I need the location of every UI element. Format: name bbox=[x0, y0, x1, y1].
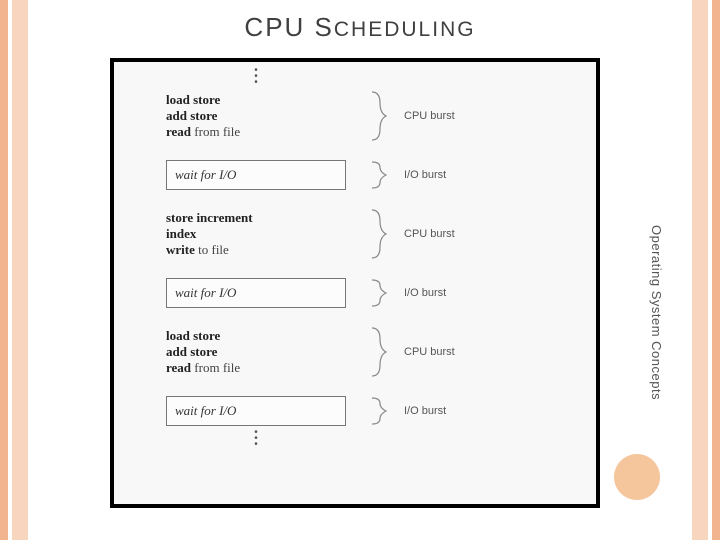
code-block: load storeadd storeread from file bbox=[166, 328, 346, 377]
cpu-burst-label: CPU burst bbox=[404, 346, 455, 358]
code-line: add store bbox=[166, 108, 346, 124]
code-row: load storeadd storeread from file CPU bu… bbox=[166, 90, 596, 142]
code-block: store incrementindexwrite to file bbox=[166, 210, 346, 259]
code-keyword: add store bbox=[166, 344, 217, 359]
title-small: CHEDULING bbox=[334, 18, 476, 41]
brace-icon bbox=[364, 160, 394, 190]
stripe-outer bbox=[0, 0, 8, 540]
rows-container: load storeadd storeread from file CPU bu… bbox=[114, 90, 596, 426]
code-keyword: load store bbox=[166, 92, 220, 107]
right-stripe bbox=[686, 0, 720, 540]
io-box: wait for I/O bbox=[166, 396, 346, 426]
code-line: read from file bbox=[166, 360, 346, 376]
code-keyword: write bbox=[166, 242, 195, 257]
code-line: add store bbox=[166, 344, 346, 360]
code-keyword: read bbox=[166, 360, 191, 375]
brace-icon bbox=[364, 278, 394, 308]
code-rest: from file bbox=[191, 124, 240, 139]
code-line: write to file bbox=[166, 242, 346, 258]
io-burst-label: I/O burst bbox=[404, 169, 446, 181]
io-burst-label: I/O burst bbox=[404, 287, 446, 299]
io-box: wait for I/O bbox=[166, 278, 346, 308]
cpu-burst-label: CPU burst bbox=[404, 228, 455, 240]
code-line: load store bbox=[166, 328, 346, 344]
stripe-inner bbox=[692, 0, 708, 540]
row-spacer bbox=[114, 264, 596, 274]
io-row: wait for I/O I/O burst bbox=[166, 396, 596, 426]
code-keyword: index bbox=[166, 226, 196, 241]
io-box: wait for I/O bbox=[166, 160, 346, 190]
code-rest: from file bbox=[191, 360, 240, 375]
code-keyword: read bbox=[166, 124, 191, 139]
row-spacer bbox=[114, 312, 596, 322]
code-keyword: add store bbox=[166, 108, 217, 123]
bottom-dots: ••• bbox=[166, 430, 346, 448]
stripe-outer bbox=[712, 0, 720, 540]
io-burst-label: I/O burst bbox=[404, 405, 446, 417]
brace-icon bbox=[364, 326, 394, 378]
code-row: load storeadd storeread from file CPU bu… bbox=[166, 326, 596, 378]
code-row: store incrementindexwrite to file CPU bu… bbox=[166, 208, 596, 260]
diagram-inner: ••• load storeadd storeread from file CP… bbox=[114, 62, 596, 504]
brace-icon bbox=[364, 208, 394, 260]
title-main: CPU S bbox=[244, 12, 333, 42]
top-dots: ••• bbox=[166, 68, 346, 86]
cpu-burst-label: CPU burst bbox=[404, 110, 455, 122]
code-block: load storeadd storeread from file bbox=[166, 92, 346, 141]
io-row: wait for I/O I/O burst bbox=[166, 278, 596, 308]
code-keyword: load store bbox=[166, 328, 220, 343]
circle-accent bbox=[614, 454, 660, 500]
code-line: index bbox=[166, 226, 346, 242]
code-keyword: store increment bbox=[166, 210, 253, 225]
diagram-frame: ••• load storeadd storeread from file CP… bbox=[110, 58, 600, 508]
page-title: CPU SCHEDULING bbox=[0, 12, 720, 43]
code-line: read from file bbox=[166, 124, 346, 140]
brace-icon bbox=[364, 396, 394, 426]
stripe-inner bbox=[12, 0, 28, 540]
row-spacer bbox=[114, 382, 596, 392]
left-stripe bbox=[0, 0, 34, 540]
brace-icon bbox=[364, 90, 394, 142]
code-line: load store bbox=[166, 92, 346, 108]
row-spacer bbox=[114, 146, 596, 156]
io-row: wait for I/O I/O burst bbox=[166, 160, 596, 190]
code-rest: to file bbox=[195, 242, 229, 257]
row-spacer bbox=[114, 194, 596, 204]
code-line: store increment bbox=[166, 210, 346, 226]
side-label: Operating System Concepts bbox=[649, 225, 664, 400]
